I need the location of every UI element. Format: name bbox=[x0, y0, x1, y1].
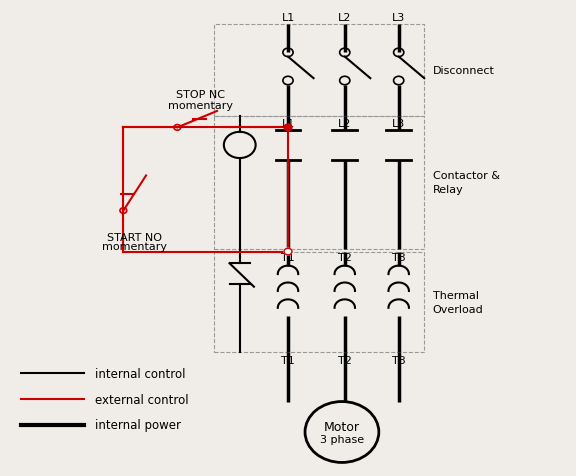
Text: L2: L2 bbox=[338, 13, 351, 23]
Text: internal power: internal power bbox=[95, 418, 181, 432]
Text: L1: L1 bbox=[281, 119, 295, 129]
Text: T2: T2 bbox=[338, 355, 352, 365]
Text: L3: L3 bbox=[392, 119, 406, 129]
Text: T3: T3 bbox=[392, 355, 406, 365]
Text: T1: T1 bbox=[281, 355, 295, 365]
Circle shape bbox=[284, 249, 292, 255]
Text: STOP NC: STOP NC bbox=[176, 90, 225, 100]
Text: Thermal: Thermal bbox=[433, 290, 479, 300]
Bar bbox=[214, 252, 425, 353]
Bar bbox=[214, 117, 425, 250]
Circle shape bbox=[284, 125, 292, 131]
Text: Overload: Overload bbox=[433, 304, 483, 314]
Text: internal control: internal control bbox=[95, 367, 185, 380]
Text: L3: L3 bbox=[392, 13, 406, 23]
Text: Contactor &: Contactor & bbox=[433, 171, 500, 181]
Text: Relay: Relay bbox=[433, 185, 464, 195]
Text: T2: T2 bbox=[338, 252, 352, 262]
Bar bbox=[214, 25, 425, 117]
Text: 3 phase: 3 phase bbox=[320, 434, 364, 444]
Text: T1: T1 bbox=[281, 252, 295, 262]
Text: L2: L2 bbox=[338, 119, 351, 129]
Text: T3: T3 bbox=[392, 252, 406, 262]
Text: momentary: momentary bbox=[168, 100, 233, 110]
Text: L1: L1 bbox=[281, 13, 295, 23]
Text: Motor: Motor bbox=[324, 420, 360, 433]
Text: momentary: momentary bbox=[102, 241, 167, 251]
Text: START NO: START NO bbox=[107, 232, 162, 242]
Text: Disconnect: Disconnect bbox=[433, 66, 495, 76]
Text: external control: external control bbox=[95, 393, 188, 406]
